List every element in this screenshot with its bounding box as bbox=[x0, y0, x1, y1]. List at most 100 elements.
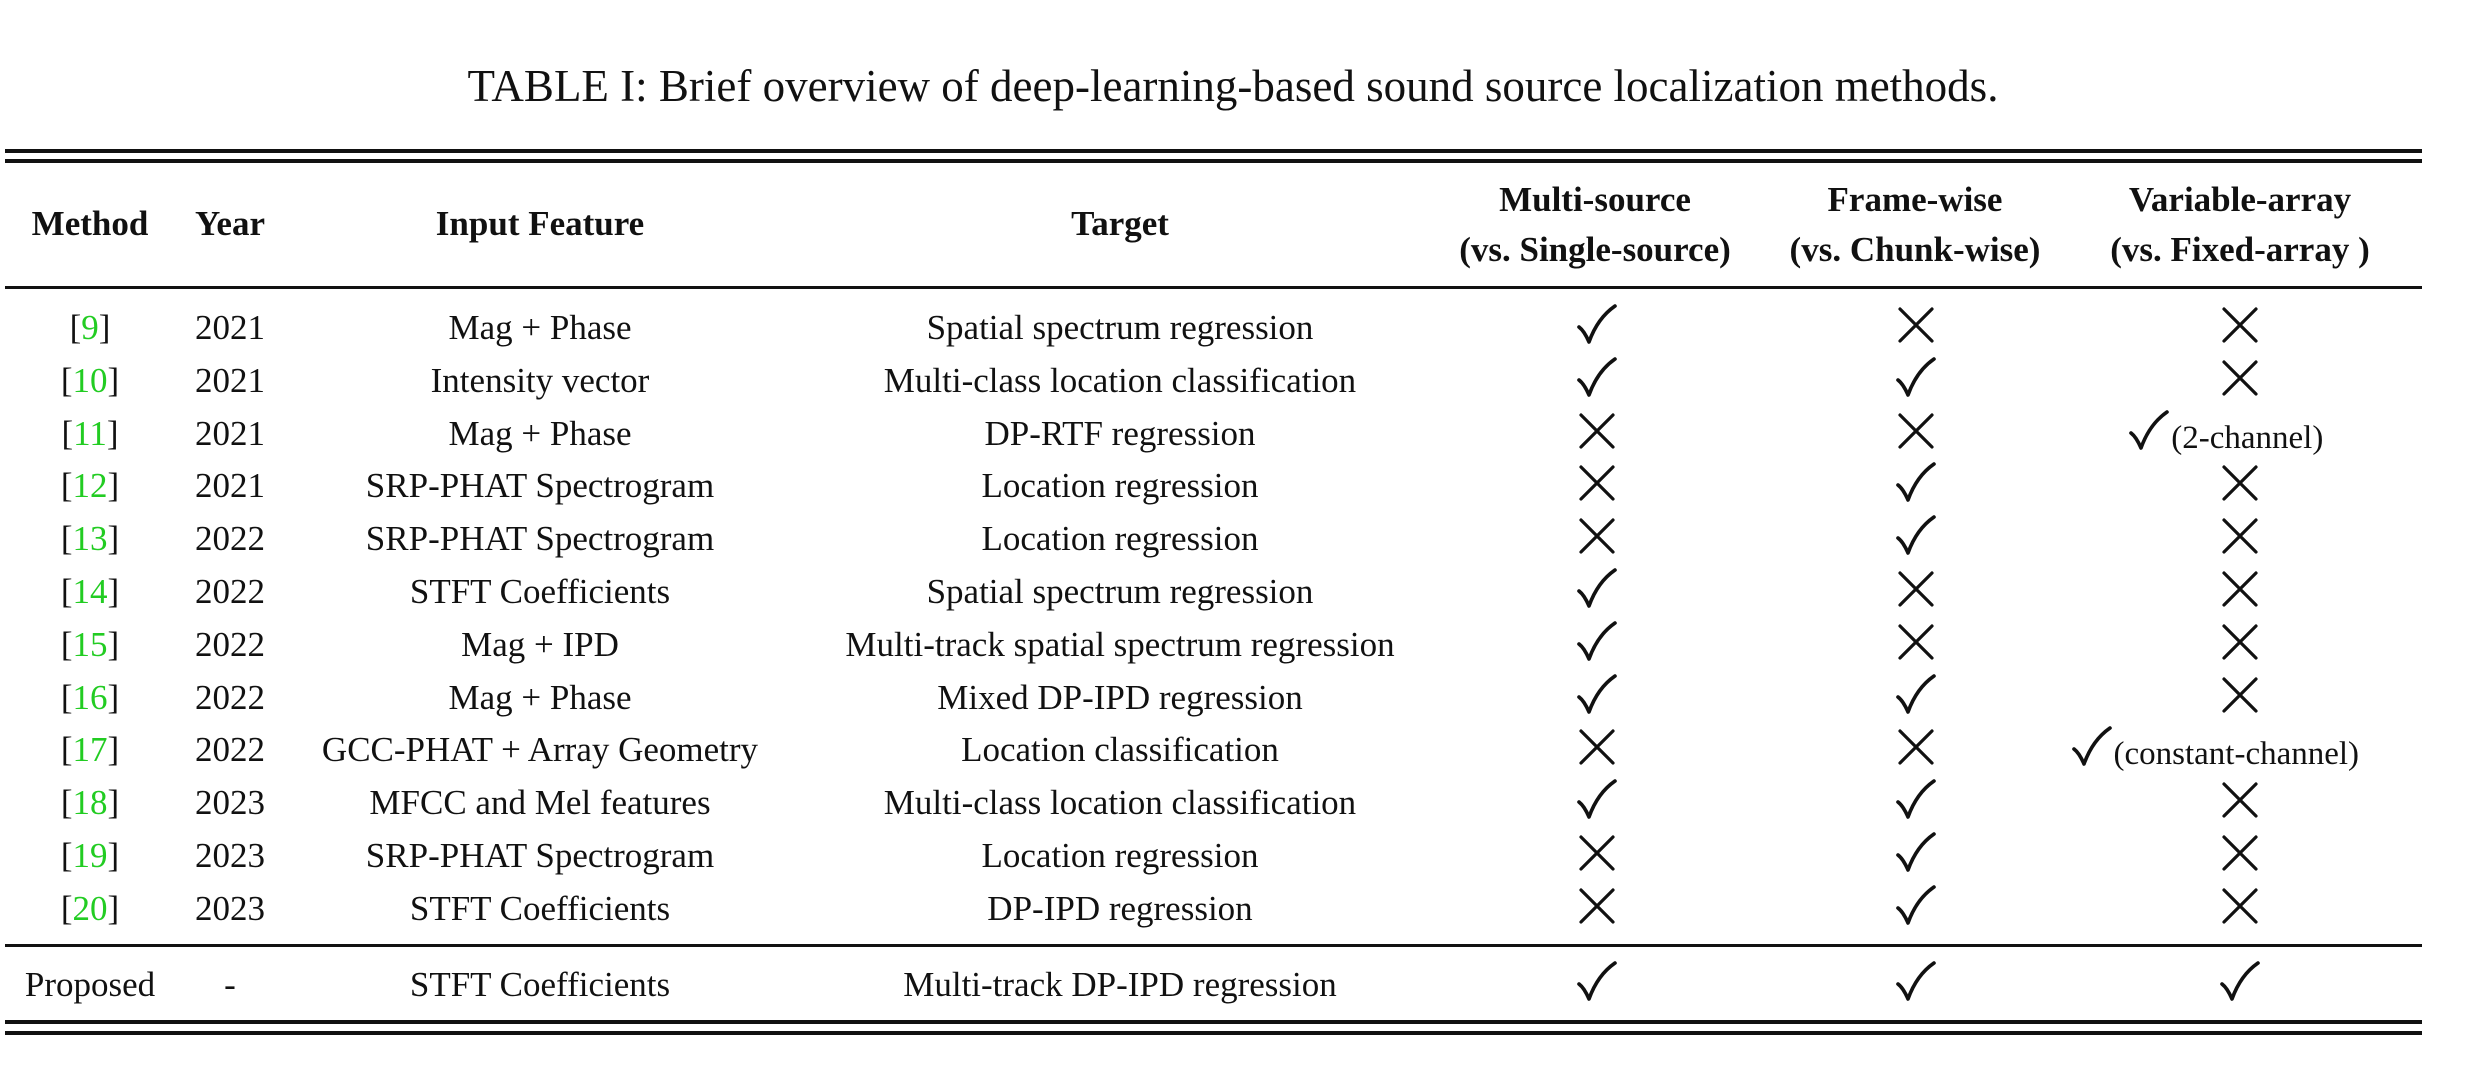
cross-icon bbox=[1574, 513, 1620, 559]
table-row-input-feature: SRP-PHAT Spectrogram bbox=[365, 836, 715, 875]
table-row-input-feature: SRP-PHAT Spectrogram bbox=[365, 519, 715, 558]
bracket-open: [ bbox=[60, 836, 73, 875]
bracket-open: [ bbox=[60, 889, 73, 928]
header-input-feature: Input Feature bbox=[435, 204, 645, 243]
bottom-rule-1 bbox=[5, 1020, 2422, 1024]
bracket-close: ] bbox=[98, 308, 111, 347]
bracket-close: ] bbox=[107, 519, 120, 558]
table-row-target: Location classification bbox=[961, 730, 1279, 769]
variable-array-note: (constant-channel) bbox=[2113, 736, 2360, 772]
checkmark-icon bbox=[1574, 566, 1620, 612]
bracket-open: [ bbox=[61, 414, 74, 453]
bracket-open: [ bbox=[60, 519, 73, 558]
cross-icon bbox=[2217, 619, 2263, 665]
header-method: Method bbox=[31, 204, 149, 243]
reference-number: 19 bbox=[72, 836, 108, 875]
checkmark-icon bbox=[1893, 777, 1939, 823]
header-frame-wise: Frame-wise bbox=[1827, 180, 2003, 219]
bracket-close: ] bbox=[106, 414, 119, 453]
table-row-target: Multi-track spatial spectrum regression bbox=[845, 625, 1395, 664]
cross-icon bbox=[2217, 883, 2263, 929]
table-row-target: Mixed DP-IPD regression bbox=[937, 678, 1303, 717]
proposed-year: - bbox=[224, 965, 236, 1004]
bracket-close: ] bbox=[107, 678, 120, 717]
table-row-reference: [9] bbox=[10, 306, 170, 350]
header-variable-array-sub: (vs. Fixed-array ) bbox=[2110, 230, 2370, 269]
checkmark-icon bbox=[1574, 355, 1620, 401]
table-row-input-feature: Mag + Phase bbox=[448, 308, 632, 347]
bracket-open: [ bbox=[60, 572, 73, 611]
reference-number: 14 bbox=[72, 572, 108, 611]
bracket-close: ] bbox=[107, 361, 120, 400]
header-frame-wise-sub: (vs. Chunk-wise) bbox=[1789, 230, 2041, 269]
reference-number: 18 bbox=[72, 783, 108, 822]
bracket-close: ] bbox=[107, 889, 120, 928]
reference-number: 13 bbox=[72, 519, 108, 558]
checkmark-icon bbox=[1893, 830, 1939, 876]
table-row-input-feature: Mag + Phase bbox=[448, 678, 632, 717]
checkmark-icon bbox=[1574, 777, 1620, 823]
checkmark-icon bbox=[1893, 460, 1939, 506]
table-row-input-feature: SRP-PHAT Spectrogram bbox=[365, 466, 715, 505]
top-rule-1 bbox=[5, 149, 2422, 153]
reference-number: 17 bbox=[72, 730, 108, 769]
cross-icon bbox=[1893, 408, 1939, 454]
header-target: Target bbox=[1071, 204, 1169, 243]
table-row-target: Multi-class location classification bbox=[883, 361, 1357, 400]
cross-icon bbox=[1893, 566, 1939, 612]
table-row-target: Spatial spectrum regression bbox=[926, 572, 1314, 611]
cross-icon bbox=[2217, 672, 2263, 718]
header-multi-source-sub: (vs. Single-source) bbox=[1459, 230, 1731, 269]
cross-icon bbox=[1574, 724, 1620, 770]
bracket-open: [ bbox=[60, 361, 73, 400]
table-row-reference: [18] bbox=[10, 781, 170, 825]
table-row-target: Location regression bbox=[981, 466, 1259, 505]
checkmark-icon bbox=[2069, 724, 2115, 770]
checkmark-icon bbox=[1574, 959, 1620, 1005]
checkmark-icon bbox=[1893, 672, 1939, 718]
bracket-close: ] bbox=[107, 625, 120, 664]
header-variable-array: Variable-array bbox=[2128, 180, 2352, 219]
bracket-close: ] bbox=[107, 730, 120, 769]
table-row-input-feature: STFT Coefficients bbox=[409, 572, 671, 611]
proposed-method: Proposed bbox=[24, 965, 156, 1004]
checkmark-icon bbox=[1574, 302, 1620, 348]
table-row-year: 2023 bbox=[195, 889, 265, 928]
checkmark-icon bbox=[1893, 355, 1939, 401]
table-row-reference: [10] bbox=[10, 359, 170, 403]
header-rule bbox=[5, 286, 2422, 289]
cross-icon bbox=[1574, 408, 1620, 454]
cross-icon bbox=[2217, 355, 2263, 401]
table-row-reference: [15] bbox=[10, 623, 170, 667]
table-row-year: 2021 bbox=[195, 414, 265, 453]
reference-number: 9 bbox=[81, 308, 99, 347]
table-row-target: DP-IPD regression bbox=[987, 889, 1253, 928]
table-row-year: 2022 bbox=[195, 625, 265, 664]
table-row-reference: [16] bbox=[10, 676, 170, 720]
bracket-close: ] bbox=[107, 466, 120, 505]
bracket-open: [ bbox=[69, 308, 82, 347]
table-row-year: 2022 bbox=[195, 519, 265, 558]
bottom-rule-2 bbox=[5, 1031, 2422, 1035]
table-row-input-feature: STFT Coefficients bbox=[409, 889, 671, 928]
table-row-target: Multi-class location classification bbox=[883, 783, 1357, 822]
top-rule-2 bbox=[5, 159, 2422, 163]
proposed-target: Multi-track DP-IPD regression bbox=[903, 965, 1337, 1004]
table-row-reference: [11] bbox=[10, 412, 170, 456]
reference-number: 12 bbox=[72, 466, 108, 505]
table-row-reference: [17] bbox=[10, 728, 170, 772]
proposed-rule bbox=[5, 944, 2422, 947]
cross-icon bbox=[2217, 830, 2263, 876]
table-row-target: DP-RTF regression bbox=[984, 414, 1256, 453]
bracket-open: [ bbox=[60, 625, 73, 664]
reference-number: 16 bbox=[72, 678, 108, 717]
checkmark-icon bbox=[1574, 672, 1620, 718]
cross-icon bbox=[2217, 777, 2263, 823]
cross-icon bbox=[2217, 566, 2263, 612]
reference-number: 11 bbox=[73, 414, 107, 453]
table-row-target: Location regression bbox=[981, 836, 1259, 875]
bracket-open: [ bbox=[60, 466, 73, 505]
cross-icon bbox=[1893, 619, 1939, 665]
table-row-year: 2022 bbox=[195, 572, 265, 611]
table-row-year: 2022 bbox=[195, 730, 265, 769]
